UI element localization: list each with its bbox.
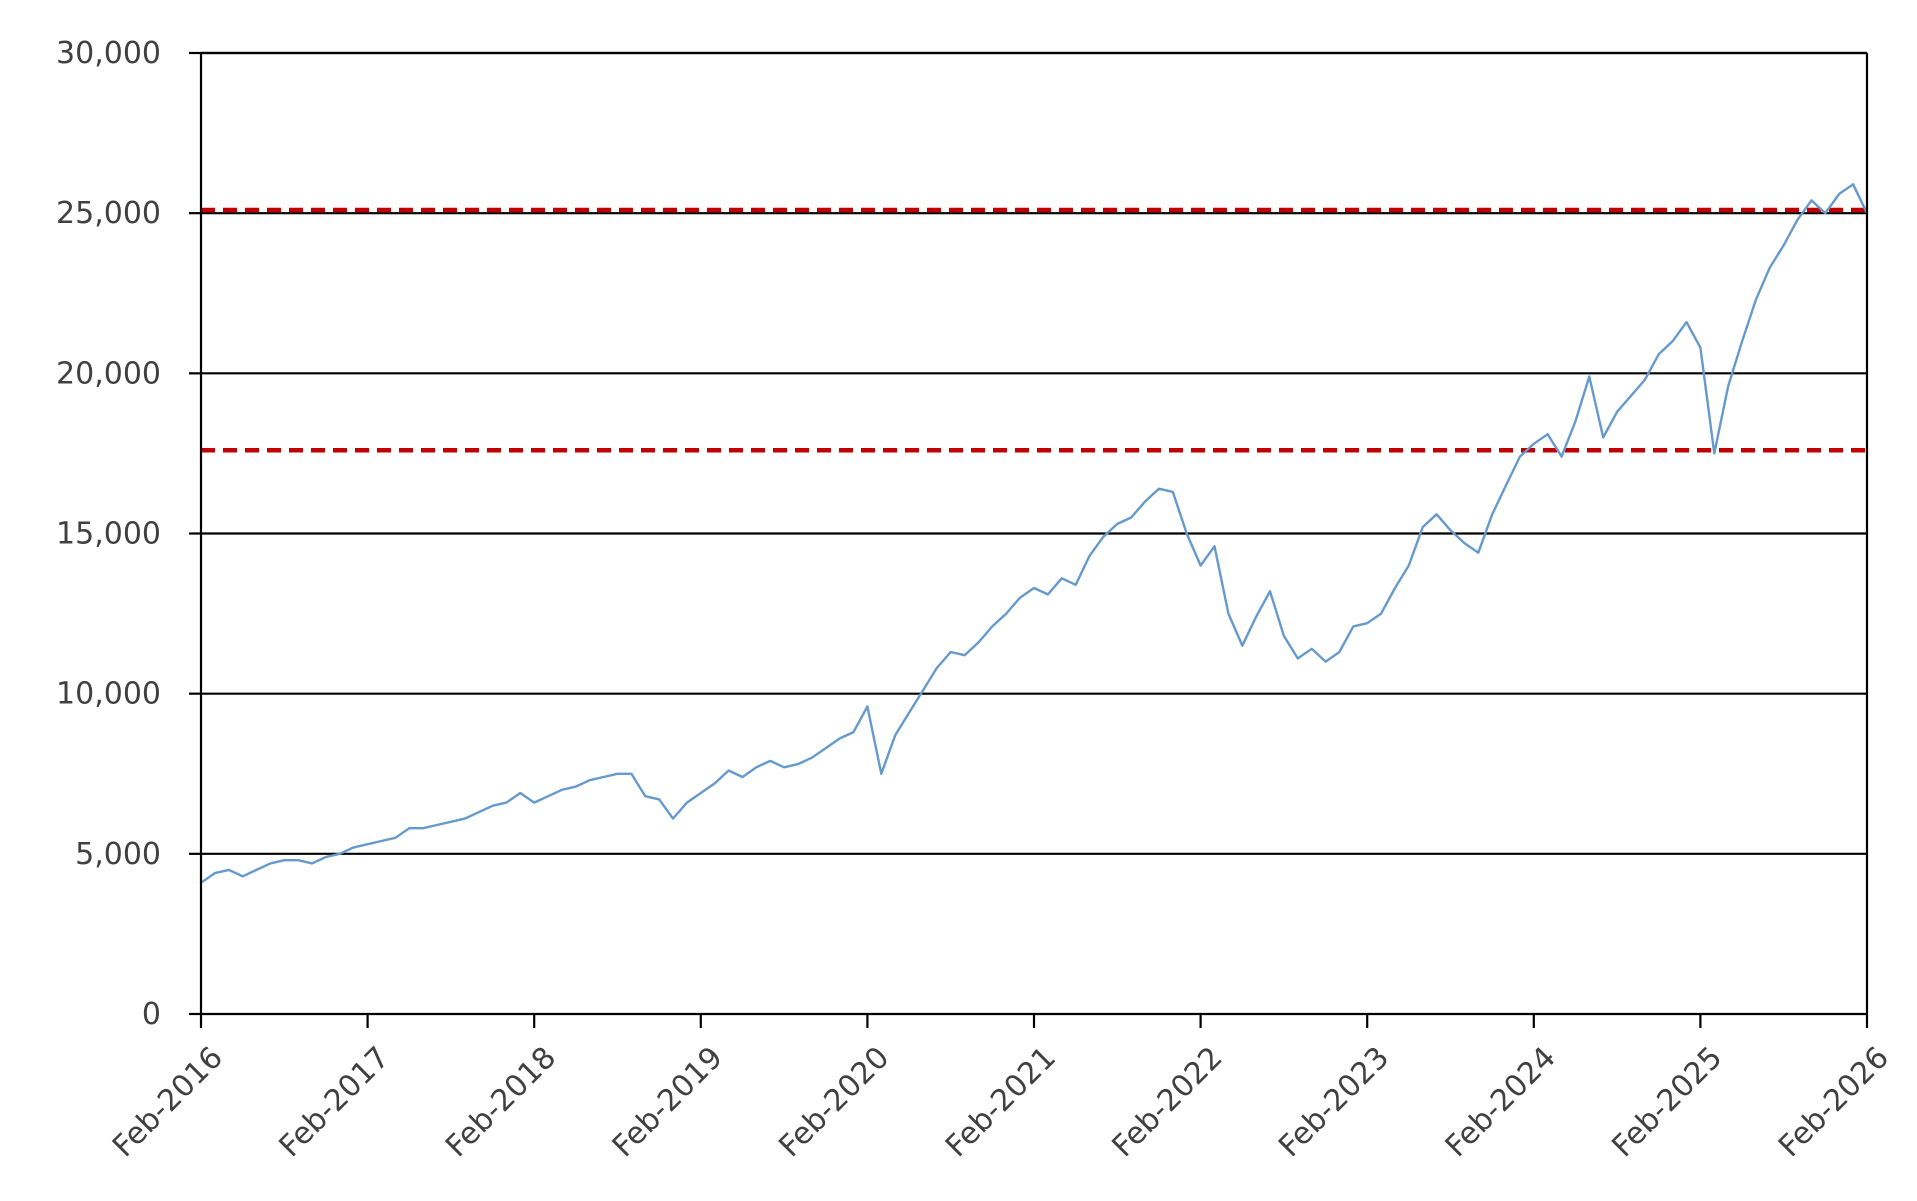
x-tick-label: Feb-2024 [1439,1040,1563,1164]
x-tick-label: Feb-2020 [772,1040,896,1164]
x-tick-labels: Feb-2016 Feb-2017 Feb-2018 Feb-2019 Feb-2020… [106,1040,1896,1164]
x-tick-label: Feb-2017 [273,1040,397,1164]
gridlines [201,51,1867,855]
y-tick-label: 20,000 [56,356,161,391]
series-line-1 [199,183,1869,884]
x-tick-label: Feb-2026 [1772,1040,1896,1164]
x-tick-label: Feb-2019 [606,1040,730,1164]
reference-lines [201,207,1867,453]
x-tick-label: Feb-2018 [439,1040,563,1164]
x-tick-label: Feb-2016 [106,1040,230,1164]
y-tick-label: 5,000 [75,837,161,872]
y-tick-label: 30,000 [56,36,161,71]
y-tick-label: 10,000 [56,677,161,712]
y-tick-label: 15,000 [56,517,161,552]
series-layer [199,183,1869,884]
y-tick-label: 25,000 [56,196,161,231]
axes [189,51,1869,1028]
y-tick-label: 0 [142,997,161,1032]
x-tick-label: Feb-2021 [939,1040,1063,1164]
x-tick-label: Feb-2022 [1106,1040,1230,1164]
y-tick-labels: 0 5,000 10,000 15,000 20,000 25,000 30,000 [56,36,161,1032]
x-tick-label: Feb-2025 [1605,1040,1729,1164]
x-tick-label: Feb-2023 [1272,1040,1396,1164]
